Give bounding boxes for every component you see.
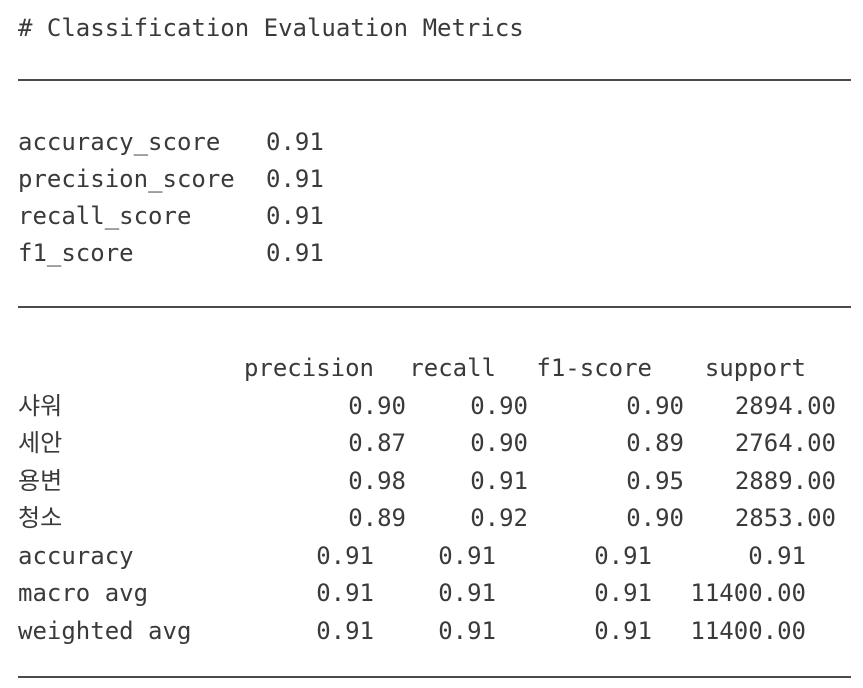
f1-score-value: 0.90 [626, 504, 684, 532]
precision-value: 0.98 [348, 466, 406, 495]
precision-value: 0.87 [348, 429, 406, 457]
column-header-support: support [704, 354, 806, 382]
recall-value: 0.90 [470, 391, 528, 420]
support-value: 11400.00 [690, 579, 806, 607]
support-value: 0.91 [748, 541, 806, 570]
f1-score-value: 0.90 [626, 391, 684, 420]
support-value: 2764.00 [734, 429, 836, 457]
support-value: 2894.00 [734, 391, 836, 420]
f1-score-value: 0.91 [594, 541, 652, 570]
separator-line-3 [18, 676, 851, 678]
metric-label: precision_score [18, 165, 235, 193]
support-value: 2853.00 [734, 504, 836, 532]
separator-line-2 [18, 306, 851, 308]
recall-value: 0.90 [470, 429, 528, 457]
row-label: 청소 [18, 504, 63, 532]
separator-line-1 [18, 79, 851, 81]
column-header-recall: recall [409, 354, 496, 382]
precision-value: 0.91 [316, 579, 374, 607]
f1-score-value: 0.91 [594, 579, 652, 607]
row-label: 세안 [18, 429, 63, 457]
support-value: 2889.00 [734, 466, 836, 495]
precision-value: 0.91 [316, 616, 374, 645]
recall-value: 0.91 [438, 616, 496, 645]
avg-row-label: macro avg [18, 579, 149, 607]
avg-row-label: accuracy [18, 541, 134, 570]
recall-value: 0.92 [470, 504, 528, 532]
metric-value: 0.91 [266, 128, 324, 156]
metric-value: 0.91 [266, 239, 324, 267]
recall-value: 0.91 [470, 466, 528, 495]
recall-value: 0.91 [438, 579, 496, 607]
metric-label: recall_score [18, 202, 192, 230]
support-value: 11400.00 [690, 616, 806, 645]
f1-score-value: 0.95 [626, 466, 684, 495]
metrics-title: # Classification Evaluation Metrics [18, 14, 524, 42]
precision-value: 0.91 [316, 541, 374, 570]
f1-score-value: 0.91 [594, 616, 652, 645]
metric-label: f1_score [18, 239, 134, 267]
row-label: 샤워 [18, 391, 63, 420]
metric-label: accuracy_score [18, 128, 221, 156]
row-label: 용변 [18, 466, 63, 495]
precision-value: 0.89 [348, 504, 406, 532]
column-header-precision: precision [243, 354, 374, 382]
metric-value: 0.91 [266, 165, 324, 193]
precision-value: 0.90 [348, 391, 406, 420]
f1-score-value: 0.89 [626, 429, 684, 457]
metric-value: 0.91 [266, 202, 324, 230]
recall-value: 0.91 [438, 541, 496, 570]
column-header-f1-score: f1-score [536, 354, 652, 382]
avg-row-label: weighted avg [18, 616, 192, 645]
classification-report: precision recall f1-score support 샤워 0.90 0.90… [18, 348, 851, 648]
